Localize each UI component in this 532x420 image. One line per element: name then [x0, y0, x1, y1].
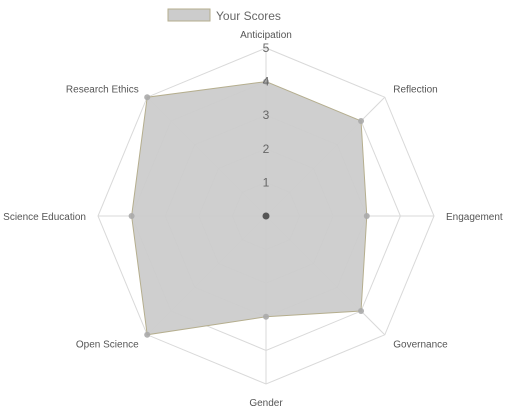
axis-label-6: Science Education: [3, 212, 86, 223]
axis-label-2: Engagement: [446, 212, 503, 223]
data-point-1[interactable]: [358, 117, 365, 124]
tick-labels: 1 2 3 4 5: [263, 41, 270, 189]
series-layer: [128, 78, 370, 338]
legend-label: Your Scores: [216, 9, 281, 23]
tick-label-3: 3: [263, 108, 270, 122]
data-point-6[interactable]: [128, 213, 135, 219]
center-point: [262, 212, 270, 220]
data-point-0[interactable]: [263, 78, 269, 85]
data-point-7[interactable]: [144, 94, 151, 101]
tick-label-5: 5: [263, 41, 270, 55]
tick-label-1: 1: [263, 175, 270, 189]
legend-swatch: [167, 8, 211, 22]
axis-labels: Anticipation Reflection Engagement Governan…: [3, 30, 503, 409]
data-point-5[interactable]: [144, 331, 151, 338]
data-point-4[interactable]: [263, 313, 269, 320]
tick-label-2: 2: [263, 142, 270, 156]
axis-label-1: Reflection: [393, 85, 437, 96]
axis-label-7: Research Ethics: [66, 85, 139, 96]
axis-label-0: Anticipation: [240, 30, 292, 41]
axis-label-4: Gender: [249, 398, 283, 409]
data-point-3[interactable]: [358, 308, 365, 315]
data-point-2[interactable]: [363, 213, 370, 219]
legend[interactable]: Your Scores: [167, 8, 281, 23]
axis-label-3: Governance: [393, 339, 448, 350]
series-area-0: [131, 81, 368, 336]
axis-label-5: Open Science: [76, 339, 139, 350]
tick-label-4: 4: [263, 75, 270, 89]
